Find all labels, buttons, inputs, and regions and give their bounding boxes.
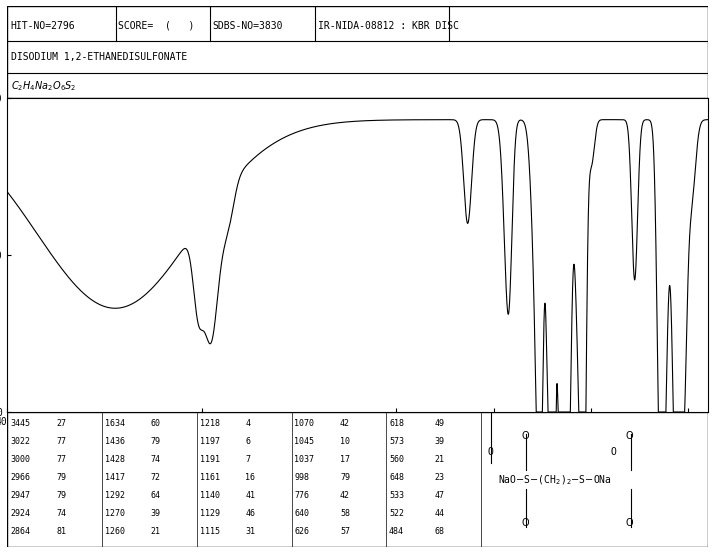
Text: HIT-NO=2796: HIT-NO=2796 xyxy=(11,21,75,31)
Text: 49: 49 xyxy=(435,419,445,428)
Text: 79: 79 xyxy=(56,491,66,500)
FancyBboxPatch shape xyxy=(7,412,708,547)
Text: 44: 44 xyxy=(435,509,445,518)
Text: 1634: 1634 xyxy=(105,419,125,428)
Text: 573: 573 xyxy=(389,437,404,446)
Text: 1115: 1115 xyxy=(200,527,220,536)
Text: 1218: 1218 xyxy=(200,419,220,428)
Text: 2947: 2947 xyxy=(11,491,31,500)
Text: 640: 640 xyxy=(295,509,310,518)
Text: 2966: 2966 xyxy=(11,473,31,482)
Text: 1140: 1140 xyxy=(200,491,220,500)
Text: 74: 74 xyxy=(151,455,161,464)
Text: O: O xyxy=(521,431,529,441)
Text: 998: 998 xyxy=(295,473,310,482)
Text: 23: 23 xyxy=(435,473,445,482)
Text: 42: 42 xyxy=(340,419,350,428)
Text: O: O xyxy=(611,447,616,457)
Text: 618: 618 xyxy=(389,419,404,428)
Text: 60: 60 xyxy=(151,419,161,428)
Text: O: O xyxy=(626,518,633,528)
Text: NaO$-$S$-$(CH$_2$)$_2$$-$S$-$ONa: NaO$-$S$-$(CH$_2$)$_2$$-$S$-$ONa xyxy=(498,473,611,487)
Text: 79: 79 xyxy=(340,473,350,482)
Text: 1260: 1260 xyxy=(105,527,125,536)
Text: 77: 77 xyxy=(56,437,66,446)
Text: O: O xyxy=(626,431,633,441)
Text: IR-NIDA-08812 : KBR DISC: IR-NIDA-08812 : KBR DISC xyxy=(317,21,458,31)
Text: 21: 21 xyxy=(151,527,161,536)
Text: 21: 21 xyxy=(435,455,445,464)
Text: 17: 17 xyxy=(340,455,350,464)
Text: 3000: 3000 xyxy=(11,455,31,464)
Text: 626: 626 xyxy=(295,527,310,536)
Text: 1197: 1197 xyxy=(200,437,220,446)
Text: 77: 77 xyxy=(56,455,66,464)
Text: 1292: 1292 xyxy=(105,491,125,500)
Text: 7: 7 xyxy=(245,455,250,464)
Text: 533: 533 xyxy=(389,491,404,500)
X-axis label: WAVENUMBER(-1): WAVENUMBER(-1) xyxy=(316,430,399,440)
Text: 1161: 1161 xyxy=(200,473,220,482)
Text: 776: 776 xyxy=(295,491,310,500)
Text: 484: 484 xyxy=(389,527,404,536)
Text: SDBS-NO=3830: SDBS-NO=3830 xyxy=(212,21,283,31)
Text: 31: 31 xyxy=(245,527,255,536)
Text: 74: 74 xyxy=(56,509,66,518)
Text: 47: 47 xyxy=(435,491,445,500)
Text: 1270: 1270 xyxy=(105,509,125,518)
Text: $C_2H_4Na_2O_6S_2$: $C_2H_4Na_2O_6S_2$ xyxy=(11,79,76,92)
Text: 4: 4 xyxy=(245,419,250,428)
Text: 72: 72 xyxy=(151,473,161,482)
Text: 1428: 1428 xyxy=(105,455,125,464)
Text: 57: 57 xyxy=(340,527,350,536)
Text: 46: 46 xyxy=(245,509,255,518)
Text: 1037: 1037 xyxy=(295,455,315,464)
Text: 1045: 1045 xyxy=(295,437,315,446)
Text: 3445: 3445 xyxy=(11,419,31,428)
Text: 41: 41 xyxy=(245,491,255,500)
Text: 81: 81 xyxy=(56,527,66,536)
Text: O: O xyxy=(521,518,529,528)
Text: 58: 58 xyxy=(340,509,350,518)
Text: 1417: 1417 xyxy=(105,473,125,482)
Text: 1436: 1436 xyxy=(105,437,125,446)
Text: 1191: 1191 xyxy=(200,455,220,464)
Text: 1070: 1070 xyxy=(295,419,315,428)
Text: 39: 39 xyxy=(435,437,445,446)
Text: 42: 42 xyxy=(340,491,350,500)
Text: 6: 6 xyxy=(245,437,250,446)
Text: 79: 79 xyxy=(151,437,161,446)
Text: DISODIUM 1,2-ETHANEDISULFONATE: DISODIUM 1,2-ETHANEDISULFONATE xyxy=(11,52,187,62)
Text: SCORE=  (   ): SCORE= ( ) xyxy=(118,21,194,31)
Text: 3022: 3022 xyxy=(11,437,31,446)
Text: 10: 10 xyxy=(340,437,350,446)
Text: 522: 522 xyxy=(389,509,404,518)
Text: O: O xyxy=(488,447,493,457)
Text: 648: 648 xyxy=(389,473,404,482)
Text: 16: 16 xyxy=(245,473,255,482)
Text: 2864: 2864 xyxy=(11,527,31,536)
Text: 27: 27 xyxy=(56,419,66,428)
FancyBboxPatch shape xyxy=(7,6,708,98)
Text: 39: 39 xyxy=(151,509,161,518)
Text: 2924: 2924 xyxy=(11,509,31,518)
Text: 64: 64 xyxy=(151,491,161,500)
Text: 79: 79 xyxy=(56,473,66,482)
Text: 68: 68 xyxy=(435,527,445,536)
Text: 1129: 1129 xyxy=(200,509,220,518)
Text: 560: 560 xyxy=(389,455,404,464)
